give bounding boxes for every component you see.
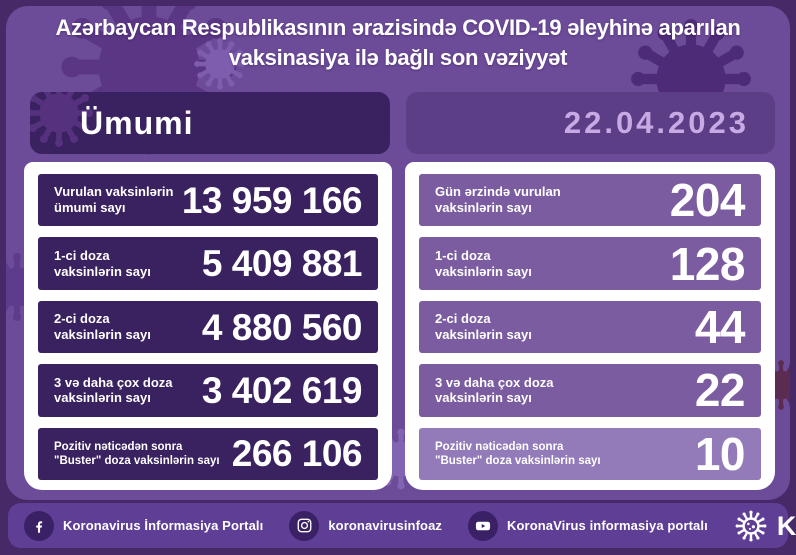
stat-label: 3 və daha çox doza vaksinlərin sayı bbox=[435, 374, 554, 406]
stat-row-daily-three-plus-dose: 3 və daha çox doza vaksinlərin sayı 22 bbox=[419, 364, 761, 417]
stat-row-daily-booster: Pozitiv nəticədən sonra "Buster" doza vak… bbox=[419, 427, 761, 481]
daily-stats-panel: Gün ərzində vurulan vaksinlərin sayı 204 … bbox=[405, 162, 775, 490]
youtube-account: KoronaVirus informasiya portalı bbox=[468, 510, 708, 541]
virus-logo-icon bbox=[735, 510, 767, 541]
stat-row-daily-total: Gün ərzində vurulan vaksinlərin sayı 204 bbox=[419, 174, 761, 227]
footer-bar: Koronavirus İnformasiya Portalı koronavi… bbox=[8, 503, 796, 548]
stat-row-second-dose: 2-ci doza vaksinlərin sayı 4 880 560 bbox=[38, 300, 378, 354]
stat-value: 204 bbox=[669, 174, 746, 227]
stat-value: 266 106 bbox=[231, 433, 363, 475]
stat-row-three-plus-dose: 3 və daha çox doza vaksinlərin sayı 3 402… bbox=[38, 364, 378, 417]
page-title: Azərbaycan Respublikasının ərazisində CO… bbox=[0, 13, 796, 74]
facebook-account: Koronavirus İnformasiya Portalı bbox=[24, 510, 264, 541]
stat-value: 128 bbox=[669, 237, 746, 290]
stat-label: Pozitiv nəticədən sonra "Buster" doza vak… bbox=[54, 440, 220, 467]
stat-label: Vurulan vaksinlərin ümumi sayı bbox=[54, 184, 174, 216]
stat-value: 3 402 619 bbox=[201, 369, 363, 411]
stat-value: 44 bbox=[694, 301, 746, 354]
instagram-account: koronavirusinfoaz bbox=[289, 510, 442, 541]
stat-value: 4 880 560 bbox=[201, 306, 363, 348]
youtube-icon bbox=[468, 510, 498, 541]
stat-row-total-vaccines: Vurulan vaksinlərin ümumi sayı 13 959 166 bbox=[38, 174, 378, 227]
report-date: 22.04.2023 bbox=[563, 105, 749, 140]
instagram-icon bbox=[289, 510, 320, 541]
stat-row-booster: Pozitiv nəticədən sonra "Buster" doza vak… bbox=[38, 427, 378, 481]
stat-row-daily-first-dose: 1-ci doza vaksinlərin sayı 128 bbox=[419, 237, 761, 290]
youtube-label: KoronaVirus informasiya portalı bbox=[507, 518, 708, 533]
facebook-icon bbox=[24, 510, 54, 541]
instagram-label: koronavirusinfoaz bbox=[328, 518, 442, 533]
stat-row-daily-second-dose: 2-ci doza vaksinlərin sayı 44 bbox=[419, 300, 761, 354]
stat-label: 1-ci doza vaksinlərin sayı bbox=[54, 247, 151, 279]
total-stats-panel: Vurulan vaksinlərin ümumi sayı 13 959 166… bbox=[24, 162, 392, 490]
stat-value: 10 bbox=[694, 427, 746, 480]
title-line-2: vaksinasiya ilə bağlı son vəziyyət bbox=[228, 45, 568, 71]
facebook-label: Koronavirus İnformasiya Portalı bbox=[63, 518, 264, 533]
stat-value: 5 409 881 bbox=[201, 243, 363, 285]
stat-row-first-dose: 1-ci doza vaksinlərin sayı 5 409 881 bbox=[38, 237, 378, 290]
total-section-header: Ümumi bbox=[30, 92, 390, 154]
stat-label: Pozitiv nəticədən sonra "Buster" doza vak… bbox=[435, 440, 601, 467]
date-box: 22.04.2023 bbox=[406, 92, 775, 154]
logo-text: KoronaVirus bbox=[776, 510, 796, 541]
stat-value: 13 959 166 bbox=[181, 179, 363, 221]
stat-label: 2-ci doza vaksinlərin sayı bbox=[54, 311, 151, 343]
koronavirus-info-logo: KoronaVirus info bbox=[734, 509, 796, 543]
stat-label: Gün ərzində vurulan vaksinlərin sayı bbox=[435, 184, 561, 216]
stat-value: 22 bbox=[694, 364, 746, 417]
stat-label: 3 və daha çox doza vaksinlərin sayı bbox=[54, 374, 173, 406]
title-line-1: Azərbaycan Respublikasının ərazisində CO… bbox=[55, 15, 741, 40]
total-section-title: Ümumi bbox=[80, 104, 194, 141]
stat-label: 2-ci doza vaksinlərin sayı bbox=[435, 311, 532, 343]
stat-label: 1-ci doza vaksinlərin sayı bbox=[435, 247, 532, 279]
